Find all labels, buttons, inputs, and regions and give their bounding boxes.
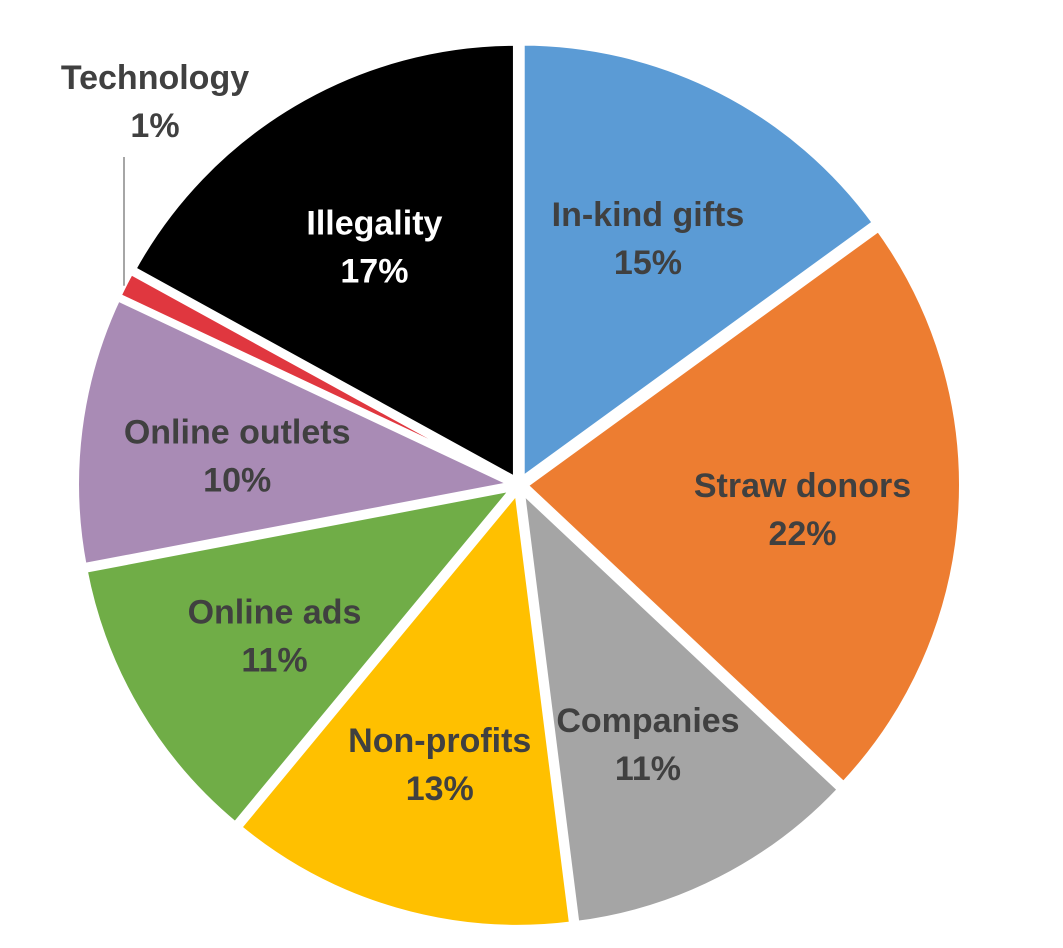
- slice-label-online-outlets: Online outlets: [124, 413, 351, 451]
- slice-percent-technology: 1%: [130, 107, 179, 145]
- slice-percent-online-outlets: 10%: [203, 461, 271, 499]
- slice-in-kind-gifts: [518, 39, 879, 483]
- slice-online-ads: [81, 485, 517, 828]
- slice-label-illegality: Illegality: [306, 205, 442, 243]
- slice-percent-non-profits: 13%: [406, 770, 474, 808]
- pie-slices: [73, 39, 965, 931]
- slice-label-technology: Technology: [61, 59, 249, 97]
- slice-label-companies: Companies: [556, 702, 739, 740]
- slice-straw-donors: [521, 225, 965, 788]
- slice-label-straw-donors: Straw donors: [694, 467, 911, 505]
- slice-percent-straw-donors: 22%: [768, 515, 836, 553]
- slice-companies: [518, 487, 844, 927]
- slice-non-profits: [235, 487, 576, 931]
- slice-label-in-kind-gifts: In-kind gifts: [552, 196, 745, 234]
- slice-label-online-ads: Online ads: [188, 594, 362, 632]
- slice-label-non-profits: Non-profits: [348, 722, 531, 760]
- slice-percent-online-ads: 11%: [241, 642, 307, 680]
- slice-percent-in-kind-gifts: 15%: [614, 244, 682, 282]
- slice-percent-companies: 11%: [615, 750, 681, 788]
- slice-illegality: [130, 39, 519, 483]
- slice-labels: In-kind gifts 15% Straw donors 22% Companies…: [61, 59, 911, 808]
- slice-percent-illegality: 17%: [340, 253, 408, 291]
- slice-online-outlets: [73, 295, 517, 570]
